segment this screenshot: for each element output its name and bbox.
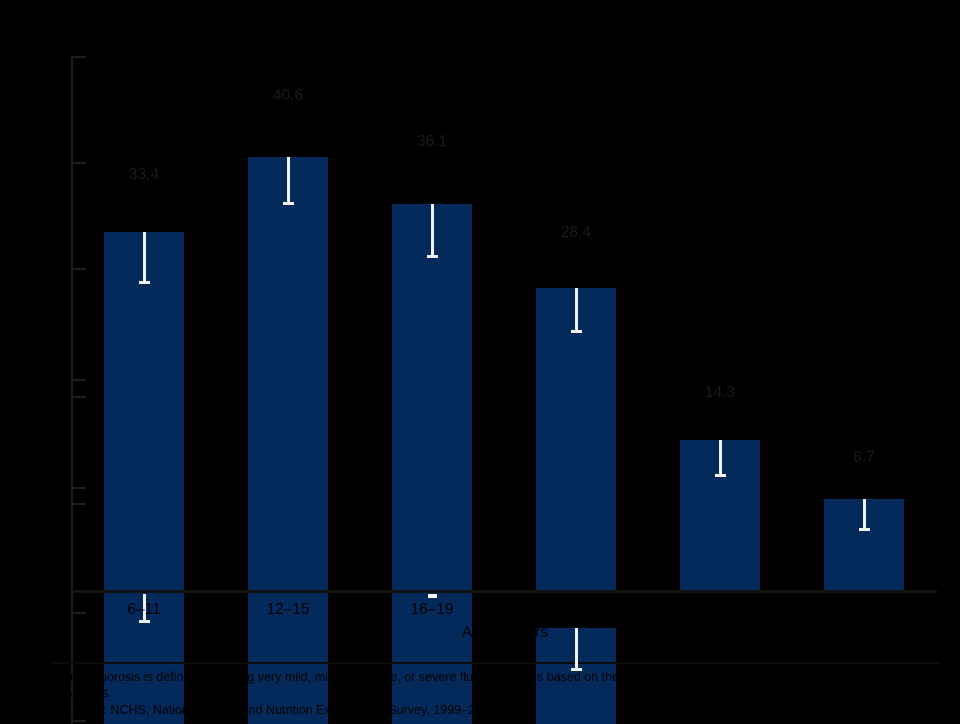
value-label: 8.7	[853, 449, 875, 466]
error-bar-line-lower	[142, 594, 146, 621]
horizontal-rule	[50, 662, 940, 664]
value-label: 28.4	[560, 224, 592, 241]
error-bar-cap	[714, 474, 726, 477]
x-tick-label: 6–11	[127, 601, 161, 618]
error-bar-cap	[570, 330, 582, 333]
y-axis-tick	[73, 56, 86, 58]
y-axis-tick	[73, 379, 86, 381]
y-axis-tick-secondary	[73, 612, 86, 614]
error-bar-cap	[426, 255, 438, 258]
footnote-source: SOURCE: NCHS, National Health and Nutrit…	[50, 703, 500, 717]
error-bar-line	[574, 288, 578, 331]
x-tick-label: 12–15	[266, 601, 310, 618]
error-bar-line	[142, 232, 146, 282]
error-bar-line	[862, 499, 866, 529]
value-label: 14.3	[704, 384, 736, 401]
bar-12-15	[248, 157, 328, 724]
error-bar-cap	[282, 202, 294, 205]
y-axis-tick	[73, 268, 86, 270]
error-bar-line	[286, 157, 290, 203]
value-label: 36.1	[416, 133, 448, 150]
x-tick-label: 16–19	[410, 601, 454, 618]
error-bar-cap-lower	[570, 668, 582, 671]
footnote-line-1: ¹Dental fluorosis is defined as having v…	[50, 670, 762, 684]
value-label: 40.6	[272, 87, 304, 104]
error-bar-cap-lower	[427, 594, 437, 598]
bar-16-19	[392, 204, 472, 724]
y-axis-tick-secondary	[73, 396, 86, 398]
bar-4	[536, 288, 616, 590]
value-label: 33.4	[128, 166, 160, 183]
error-bar-line	[718, 440, 722, 475]
footnote-line-2: individuals.	[50, 686, 112, 700]
error-bar-line-lower	[574, 628, 578, 669]
y-axis-tick-secondary	[73, 503, 86, 505]
x-axis-line	[71, 590, 937, 593]
x-axis-title: Age in years	[461, 624, 549, 641]
error-bar-cap-lower	[138, 620, 150, 623]
y-axis-tick	[73, 487, 86, 489]
bar-6-11	[104, 232, 184, 724]
error-bar-line	[430, 204, 434, 256]
y-axis-tick	[73, 162, 86, 164]
y-axis-line	[71, 56, 73, 724]
y-axis-tick-secondary	[73, 720, 86, 722]
error-bar-cap	[858, 528, 870, 531]
error-bar-cap	[138, 281, 150, 284]
